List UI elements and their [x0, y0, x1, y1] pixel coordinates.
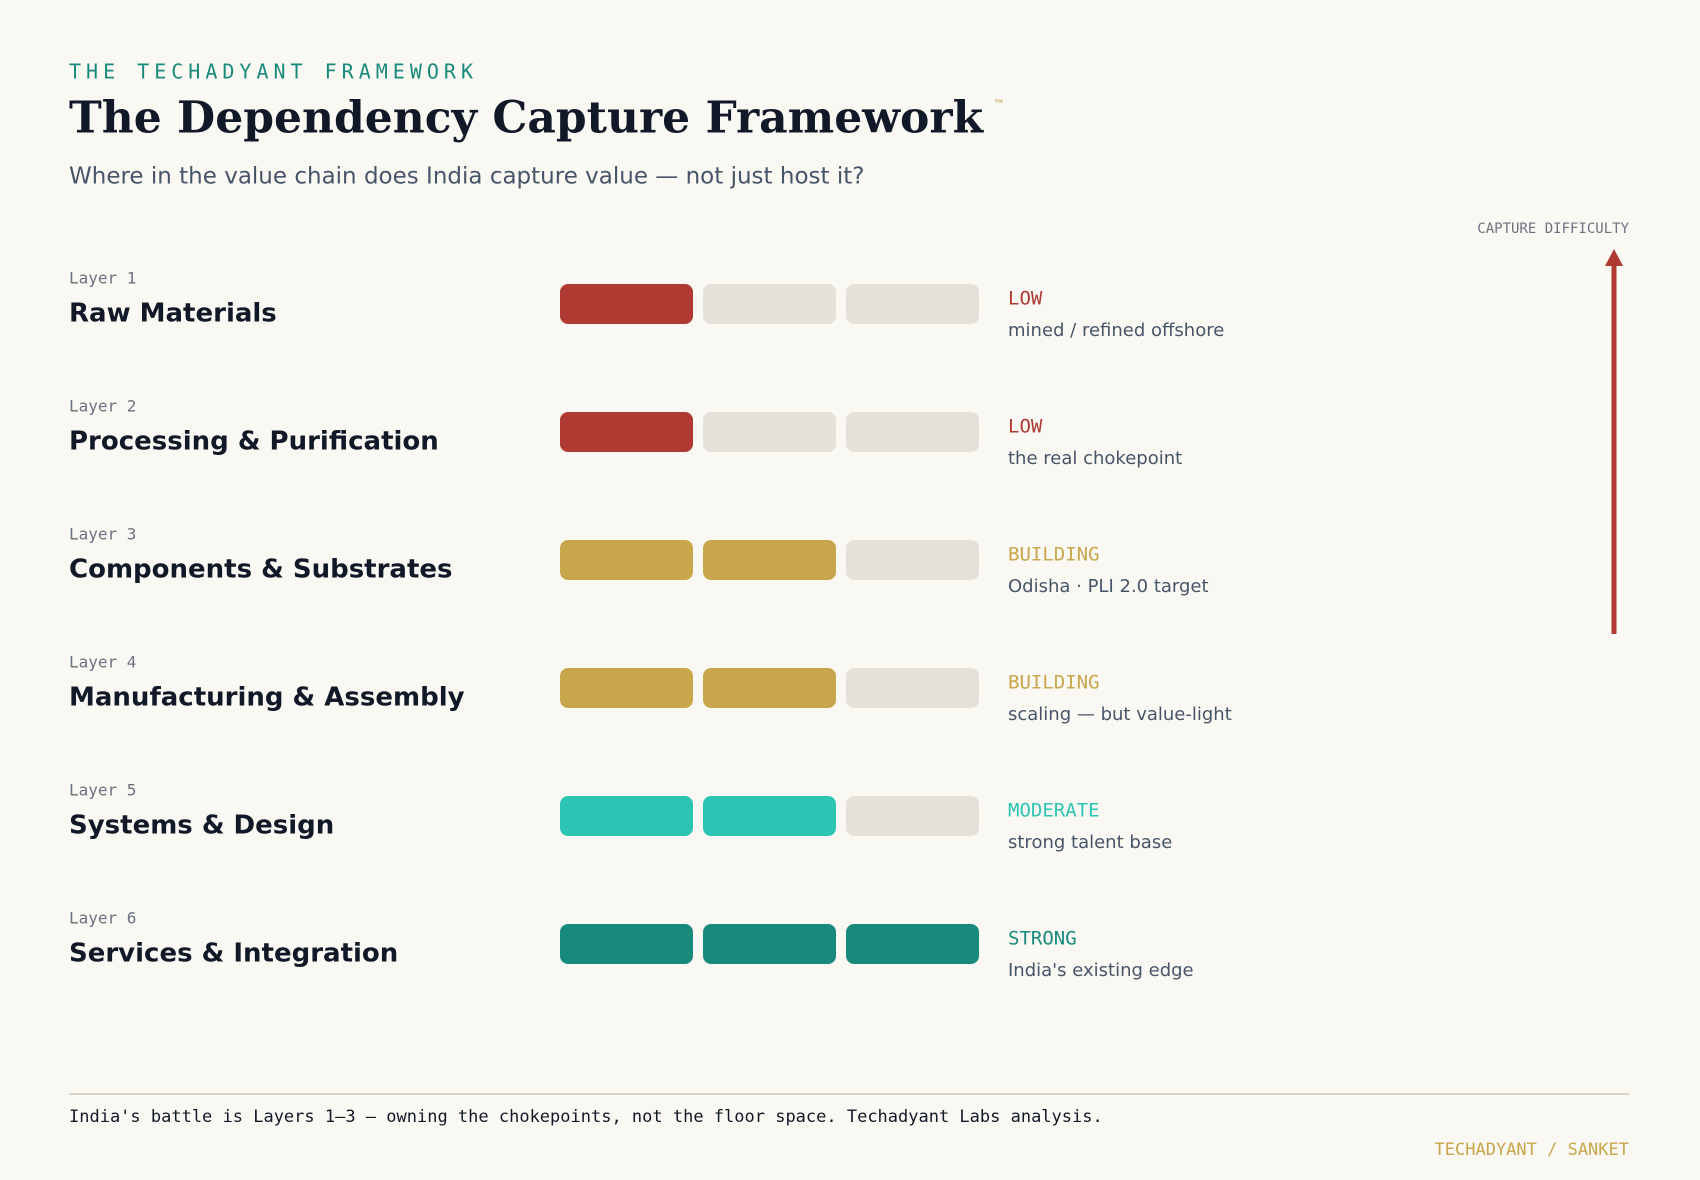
layer-number: Layer 1	[69, 269, 136, 288]
empty-segment	[846, 412, 979, 452]
empty-segment	[846, 284, 979, 324]
layer-name: Manufacturing & Assembly	[69, 683, 465, 713]
layer-name: Components & Substrates	[69, 555, 453, 585]
empty-segment	[846, 540, 979, 580]
note: mined / refined offshore	[1008, 320, 1224, 341]
credit: TECHADYANT / SANKET	[1435, 1140, 1629, 1160]
layer-number: Layer 2	[69, 397, 136, 416]
note: strong talent base	[1008, 832, 1172, 853]
filled-segment	[560, 540, 693, 580]
filled-segment	[846, 924, 979, 964]
filled-segment	[560, 668, 693, 708]
empty-segment	[703, 284, 836, 324]
note: scaling — but value-light	[1008, 704, 1232, 725]
footer-note: India's battle is Layers 1–3 — owning th…	[69, 1107, 1103, 1127]
layer-name: Processing & Purification	[69, 427, 439, 457]
layers: Layer 1 Raw Materials LOW mined / refined o…	[69, 269, 1232, 982]
layer-name: Services & Integration	[69, 939, 398, 969]
empty-segment	[703, 412, 836, 452]
empty-segment	[846, 668, 979, 708]
arrow-head	[1605, 249, 1623, 266]
trademark: ™	[993, 98, 1005, 112]
eyebrow: THE TECHADYANT FRAMEWORK	[69, 60, 478, 84]
filled-segment	[560, 284, 693, 324]
filled-segment	[560, 412, 693, 452]
status: MODERATE	[1008, 800, 1100, 822]
status: LOW	[1008, 416, 1043, 438]
note: India's existing edge	[1008, 960, 1194, 981]
layer-name: Systems & Design	[69, 811, 334, 841]
filled-segment	[560, 796, 693, 836]
filled-segment	[703, 924, 836, 964]
filled-segment	[703, 796, 836, 836]
axis-label: CAPTURE DIFFICULTY	[1477, 221, 1629, 237]
filled-segment	[703, 540, 836, 580]
layer-number: Layer 6	[69, 909, 136, 928]
layer-number: Layer 3	[69, 525, 136, 544]
status: BUILDING	[1008, 544, 1100, 566]
note: the real chokepoint	[1008, 448, 1182, 469]
subtitle: Where in the value chain does India capt…	[69, 164, 864, 190]
layer-name: Raw Materials	[69, 299, 277, 329]
note: Odisha · PLI 2.0 target	[1008, 576, 1209, 597]
status: STRONG	[1008, 928, 1077, 950]
title: The Dependency Capture Framework	[69, 93, 985, 144]
layer-number: Layer 5	[69, 781, 136, 800]
status: BUILDING	[1008, 672, 1100, 694]
filled-segment	[560, 924, 693, 964]
status: LOW	[1008, 288, 1043, 310]
layer-number: Layer 4	[69, 653, 136, 672]
empty-segment	[846, 796, 979, 836]
filled-segment	[703, 668, 836, 708]
